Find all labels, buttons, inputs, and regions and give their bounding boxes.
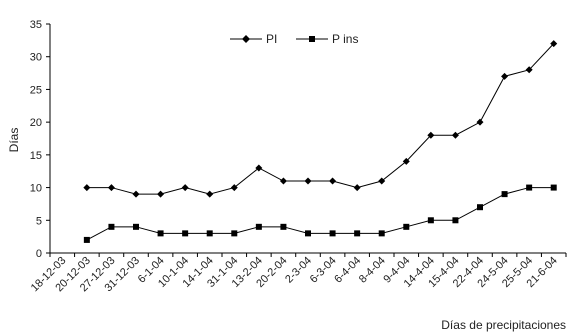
- x-tick-label: 6-4-04: [332, 255, 363, 286]
- data-point-pi: [378, 177, 386, 185]
- y-tick-label: 35: [30, 19, 42, 31]
- legend-label-pi: PI: [266, 32, 277, 46]
- data-point-p-ins: [329, 230, 336, 237]
- data-point-p-ins: [133, 223, 139, 230]
- y-tick-label: 5: [36, 215, 42, 227]
- data-point-pi: [255, 164, 263, 172]
- legend: PI P ins: [230, 32, 358, 46]
- data-point-pi: [304, 177, 312, 185]
- data-point-p-ins: [354, 230, 361, 237]
- data-point-pi: [157, 190, 165, 198]
- data-point-pi: [83, 184, 91, 192]
- data-point-pi: [451, 131, 459, 139]
- data-point-p-ins: [526, 184, 533, 191]
- x-axis-label: Días de precipitaciones: [441, 318, 566, 332]
- data-point-pi: [525, 66, 533, 74]
- series-line-pi: [86, 43, 555, 195]
- legend-marker-p-ins-square: [309, 36, 315, 42]
- y-tick-label: 20: [30, 117, 42, 129]
- y-axis: 0 5 10 15 20 25 30 35: [30, 19, 51, 260]
- data-point-pi: [329, 177, 337, 185]
- data-point-pi: [402, 157, 410, 165]
- data-point-pi: [181, 184, 189, 192]
- data-point-p-ins: [477, 204, 483, 211]
- data-point-pi: [206, 190, 214, 198]
- x-tick-label: 8-4-04: [357, 255, 388, 286]
- data-point-pi: [279, 177, 287, 185]
- data-point-pi: [501, 72, 509, 80]
- legend-marker-pi-diamond: [242, 35, 250, 43]
- data-point-pi: [550, 40, 558, 48]
- data-point-p-ins: [501, 191, 508, 198]
- data-point-p-ins: [427, 217, 434, 224]
- series-line-p-ins: [86, 187, 554, 241]
- data-point-p-ins: [452, 217, 459, 224]
- y-tick-label: 0: [36, 248, 42, 260]
- y-tick-label: 25: [30, 84, 42, 96]
- data-point-p-ins: [280, 223, 287, 230]
- data-point-pi: [476, 118, 484, 126]
- data-point-p-ins: [182, 230, 189, 237]
- data-point-p-ins: [83, 236, 90, 243]
- data-point-p-ins: [403, 223, 410, 230]
- x-axis: 18-12-0320-12-0327-12-0331-12-036-1-0410…: [29, 252, 567, 294]
- data-point-pi: [107, 184, 115, 192]
- y-tick-label: 10: [30, 183, 42, 195]
- data-point-p-ins: [305, 230, 311, 237]
- data-point-pi: [353, 184, 361, 192]
- data-point-pi: [230, 184, 238, 192]
- data-point-p-ins: [206, 230, 213, 237]
- y-tick-label: 30: [30, 52, 42, 64]
- data-point-p-ins: [108, 223, 115, 230]
- y-axis-label: Días: [7, 128, 21, 153]
- x-tick-label: 2-3-04: [283, 255, 314, 286]
- y-tick-label: 15: [30, 150, 42, 162]
- data-point-p-ins: [378, 230, 385, 237]
- data-point-pi: [427, 131, 435, 139]
- data-point-p-ins: [231, 230, 238, 237]
- data-point-p-ins: [550, 184, 557, 191]
- data-point-p-ins: [255, 223, 262, 230]
- x-tick-label: 6-3-04: [308, 255, 339, 286]
- data-point-pi: [132, 190, 140, 198]
- series-layer: [83, 40, 558, 243]
- data-point-p-ins: [157, 230, 164, 237]
- legend-label-p-ins: P ins: [332, 32, 358, 46]
